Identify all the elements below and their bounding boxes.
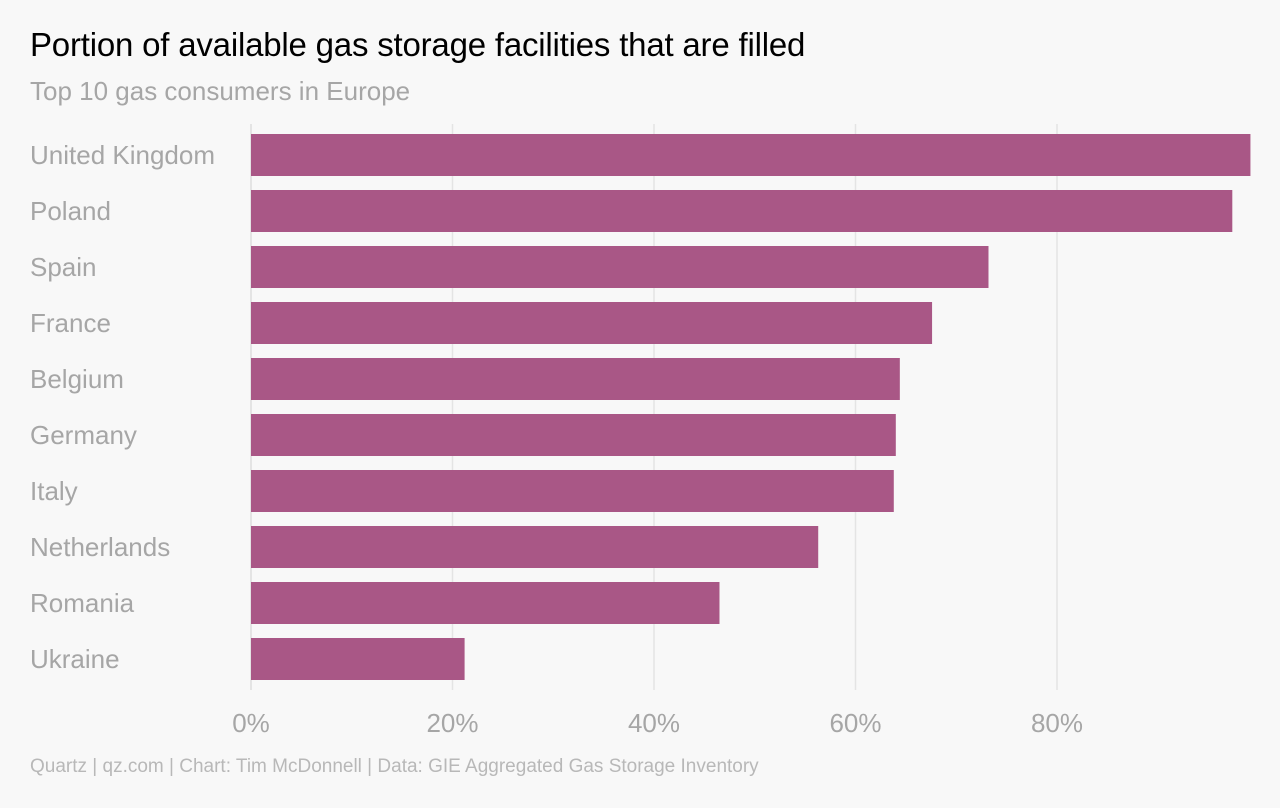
x-tick-label: 20%: [426, 708, 478, 738]
bar: [251, 302, 933, 344]
category-label: Belgium: [30, 364, 124, 394]
bar: [251, 638, 465, 680]
x-tick-label: 0%: [232, 708, 270, 738]
category-label: Romania: [30, 588, 135, 618]
chart-subtitle: Top 10 gas consumers in Europe: [30, 76, 411, 106]
category-label: United Kingdom: [30, 140, 215, 170]
category-label: Spain: [30, 252, 97, 282]
category-label: Italy: [30, 476, 78, 506]
bar: [251, 190, 1233, 232]
bar: [251, 582, 720, 624]
bar: [251, 134, 1251, 176]
source-credit: Quartz | qz.com | Chart: Tim McDonnell |…: [30, 756, 759, 777]
bar: [251, 246, 989, 288]
category-label: Poland: [30, 196, 111, 226]
bar: [251, 470, 894, 512]
category-label: Ukraine: [30, 644, 120, 674]
category-label: France: [30, 308, 111, 338]
x-tick-label: 40%: [628, 708, 680, 738]
category-labels: United Kingdom Poland Spain France Belgium Ge…: [30, 140, 215, 674]
bar: [251, 414, 896, 456]
bars: [251, 134, 1251, 680]
x-axis-ticks: 0% 20% 40% 60% 80%: [232, 708, 1083, 738]
category-label: Netherlands: [30, 532, 170, 562]
bar: [251, 526, 819, 568]
bar: [251, 358, 900, 400]
x-tick-label: 80%: [1031, 708, 1083, 738]
x-tick-label: 60%: [829, 708, 881, 738]
chart-title: Portion of available gas storage facilit…: [30, 26, 806, 63]
category-label: Germany: [30, 420, 137, 450]
